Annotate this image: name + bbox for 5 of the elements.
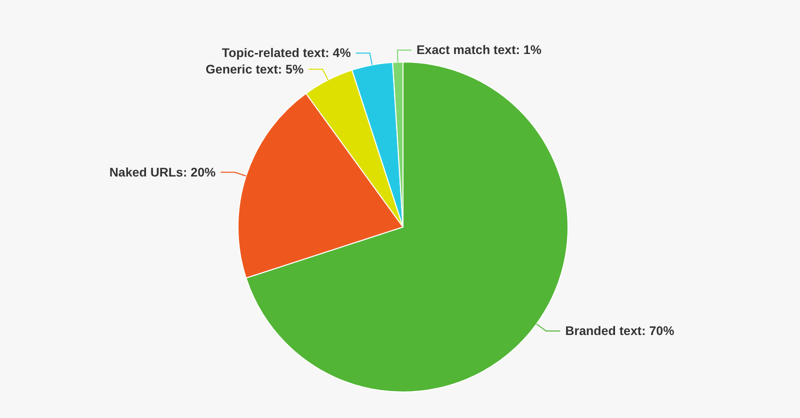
slice-label: Topic-related text: 4% bbox=[222, 46, 351, 60]
slice-label: Branded text: 70% bbox=[565, 324, 674, 338]
slice-label: Exact match text: 1% bbox=[416, 43, 542, 58]
slice-label: Generic text: 5% bbox=[206, 62, 304, 76]
slice-label: Naked URLs: 20% bbox=[109, 165, 216, 180]
